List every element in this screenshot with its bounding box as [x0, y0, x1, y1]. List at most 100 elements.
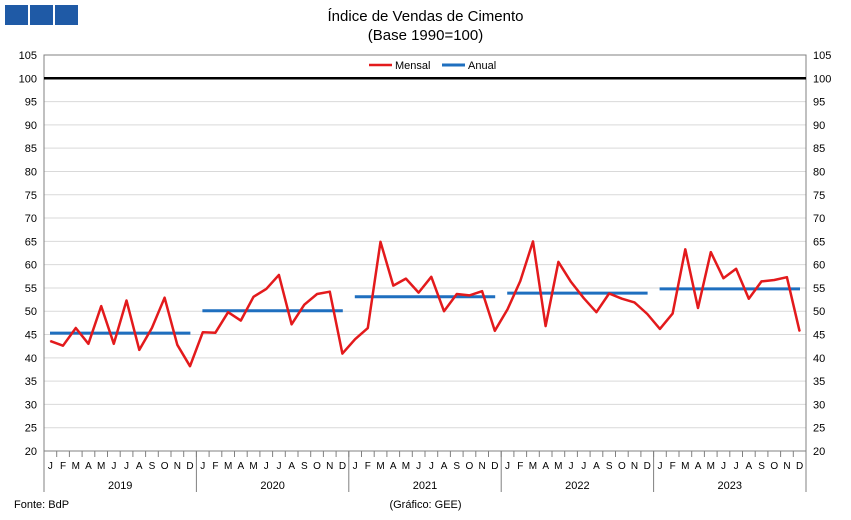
y-tick-label-right: 105	[813, 50, 831, 62]
series-mensal-point	[646, 313, 648, 315]
y-tick-label-left: 95	[25, 97, 37, 109]
logo-block	[30, 5, 53, 25]
y-tick-label-left: 90	[25, 120, 37, 132]
x-tick-label-month: D	[644, 461, 651, 472]
x-tick-label-month: J	[111, 461, 116, 472]
logo-block	[55, 5, 78, 25]
x-tick-label-month: M	[97, 461, 105, 472]
x-tick-label-month: S	[758, 461, 765, 472]
x-tick-label-month: M	[402, 461, 410, 472]
x-tick-label-month: S	[149, 461, 156, 472]
series-mensal-point	[62, 345, 64, 347]
series-mensal-point	[621, 298, 623, 300]
y-tick-label-right: 20	[813, 446, 825, 458]
series-mensal-line	[49, 240, 801, 368]
x-tick-label-month: M	[707, 461, 715, 472]
x-tick-label-month: O	[770, 461, 778, 472]
x-tick-label-month: J	[734, 461, 739, 472]
series-mensal-point	[75, 327, 77, 329]
series-mensal-point	[430, 276, 432, 278]
series-mensal-point	[240, 319, 242, 322]
series-mensal-point	[773, 279, 775, 281]
x-tick-label-month: A	[746, 461, 753, 472]
y-tick-label-left: 35	[25, 376, 37, 388]
series-mensal-point	[176, 344, 178, 346]
series-mensal-point	[100, 305, 102, 307]
source-note: Fonte: BdP	[14, 499, 70, 511]
x-tick-label-year: 2023	[718, 480, 742, 492]
series-mensal-point	[468, 294, 471, 296]
series-mensal-point	[799, 330, 801, 332]
series-mensal-point	[557, 261, 559, 263]
x-tick-label-month: A	[136, 461, 143, 472]
x-tick-label-month: O	[313, 461, 321, 472]
y-tick-label-right: 90	[813, 120, 825, 132]
x-tick-label-month: J	[264, 461, 269, 472]
series-mensal-point	[545, 325, 547, 327]
y-tick-label-right: 80	[813, 166, 825, 178]
y-tick-label-left: 60	[25, 260, 37, 272]
x-tick-label-month: S	[301, 461, 308, 472]
credit-note: (Gráfico: GEE)	[389, 499, 462, 511]
logo-block	[5, 5, 28, 25]
series-mensal-point	[125, 299, 128, 302]
series-mensal-point	[164, 297, 166, 299]
bdp-logo	[5, 5, 78, 25]
x-tick-label-month: D	[796, 461, 803, 472]
x-tick-label-month: S	[453, 461, 460, 472]
y-tick-label-left: 100	[19, 73, 37, 85]
x-tick-label-month: M	[554, 461, 562, 472]
y-tick-label-left: 20	[25, 446, 37, 458]
series-mensal-point	[316, 293, 318, 295]
y-tick-label-left: 75	[25, 190, 37, 202]
series-mensal-point	[418, 292, 420, 294]
x-tick-label-month: N	[326, 461, 333, 472]
y-tick-label-right: 30	[813, 399, 825, 411]
x-tick-label-month: S	[606, 461, 613, 472]
x-tick-label-month: J	[429, 461, 434, 472]
chart-title: Índice de Vendas de Cimento	[327, 8, 524, 25]
y-tick-label-left: 70	[25, 213, 37, 225]
series-mensal-point	[87, 343, 90, 345]
x-tick-label-year: 2021	[413, 480, 437, 492]
series-mensal-point	[735, 268, 737, 270]
y-tick-label-right: 25	[813, 423, 825, 435]
series-mensal-point	[570, 281, 572, 283]
x-tick-label-month: J	[569, 461, 574, 472]
x-tick-label-month: M	[249, 461, 257, 472]
series-mensal-point	[113, 343, 115, 345]
chart-subtitle: (Base 1990=100)	[367, 27, 484, 44]
x-tick-label-month: M	[529, 461, 537, 472]
series-mensal-point	[506, 308, 509, 310]
series-mensal-point	[443, 310, 445, 312]
series-mensal-point	[367, 327, 369, 329]
chart-title-block: Índice de Vendas de Cimento (Base 1990=1…	[0, 7, 851, 45]
y-tick-label-right: 40	[813, 353, 825, 365]
x-tick-label-month: A	[390, 461, 397, 472]
x-tick-label-month: N	[631, 461, 638, 472]
x-tick-label-month: J	[721, 461, 726, 472]
series-mensal-point	[329, 291, 331, 293]
x-tick-label-month: D	[491, 461, 498, 472]
x-tick-label-month: M	[376, 461, 384, 472]
series-mensal-point	[684, 248, 686, 250]
series-mensal-point	[583, 297, 585, 299]
series-mensal-point	[303, 304, 305, 306]
series-mensal-point	[405, 278, 407, 280]
series-mensal-point	[456, 293, 458, 295]
y-tick-label-right: 65	[813, 236, 825, 248]
y-tick-label-right: 35	[813, 376, 825, 388]
series-mensal-point	[595, 311, 598, 313]
y-tick-label-left: 30	[25, 399, 37, 411]
x-tick-label-month: J	[505, 461, 510, 472]
x-tick-label-month: A	[288, 461, 295, 472]
x-tick-label-month: M	[224, 461, 232, 472]
x-tick-label-month: D	[339, 461, 346, 472]
y-tick-label-left: 80	[25, 166, 37, 178]
y-tick-label-left: 85	[25, 143, 37, 155]
x-tick-label-month: O	[466, 461, 474, 472]
x-tick-label-month: N	[783, 461, 790, 472]
x-tick-label-month: O	[618, 461, 626, 472]
x-tick-label-month: J	[124, 461, 129, 472]
